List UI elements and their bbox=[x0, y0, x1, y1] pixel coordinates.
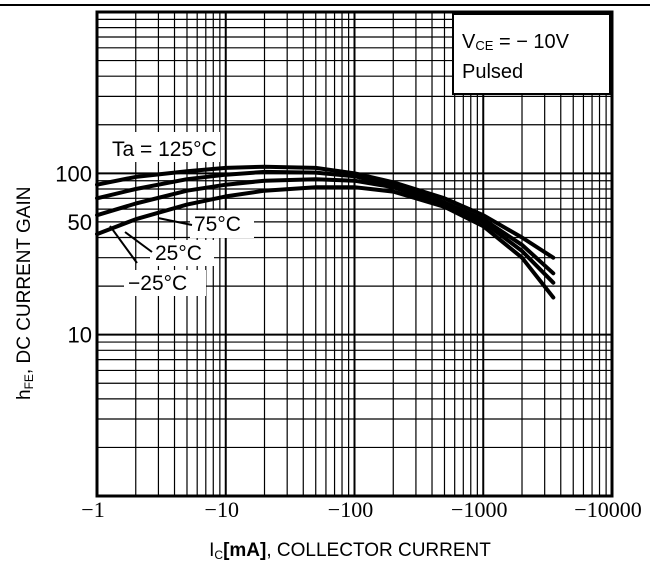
vce-condition: VCE = − 10V bbox=[462, 31, 570, 53]
series-line-2 bbox=[95, 177, 556, 285]
x-tick-label: −100 bbox=[328, 497, 373, 522]
series-line-0 bbox=[95, 164, 556, 260]
x-tick-labels: −1 −10 −100 −1000 −10000 bbox=[81, 497, 641, 522]
x-axis-title: IC[mA], COLLECTOR CURRENT bbox=[209, 540, 491, 562]
x-tick-label: −10 bbox=[205, 497, 239, 522]
pulsed-condition: Pulsed bbox=[462, 61, 523, 83]
y-tick-labels: 10 50 100 bbox=[55, 161, 92, 347]
top-rule bbox=[0, 4, 650, 6]
series-line-1 bbox=[95, 169, 556, 276]
annotation-75c: 75°C bbox=[194, 213, 241, 236]
y-axis-title: hFE, DC CURRENT GAIN bbox=[14, 187, 36, 400]
annotation-minus25c: −25°C bbox=[128, 272, 187, 295]
y-tick-label: 50 bbox=[68, 210, 92, 235]
series-line-3 bbox=[95, 185, 556, 300]
conditions-box: VCE = − 10V Pulsed bbox=[452, 13, 611, 95]
leader-minus25c bbox=[109, 225, 138, 264]
leader-75c bbox=[157, 217, 193, 226]
annotations: Ta = 125°C 75°C 25°C −25°C bbox=[109, 132, 254, 296]
x-tick-label: −10000 bbox=[574, 497, 641, 522]
leader-25c bbox=[124, 231, 153, 253]
y-tick-label: 10 bbox=[68, 323, 92, 348]
curves bbox=[95, 164, 556, 300]
x-tick-label: −1 bbox=[81, 497, 104, 522]
y-tick-label: 100 bbox=[55, 161, 92, 186]
annotation-25c: 25°C bbox=[155, 242, 202, 265]
annotation-ta-125c: Ta = 125°C bbox=[112, 138, 217, 161]
x-tick-label: −1000 bbox=[451, 497, 507, 522]
